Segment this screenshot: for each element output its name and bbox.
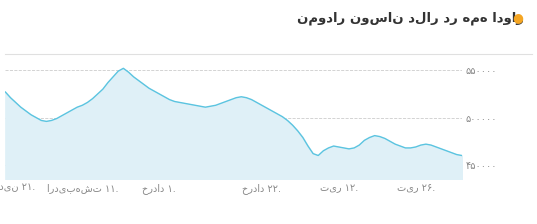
Text: نمودار نوسان دلار در همه ادوار: نمودار نوسان دلار در همه ادوار	[296, 11, 524, 25]
Text: ●: ●	[505, 11, 524, 24]
